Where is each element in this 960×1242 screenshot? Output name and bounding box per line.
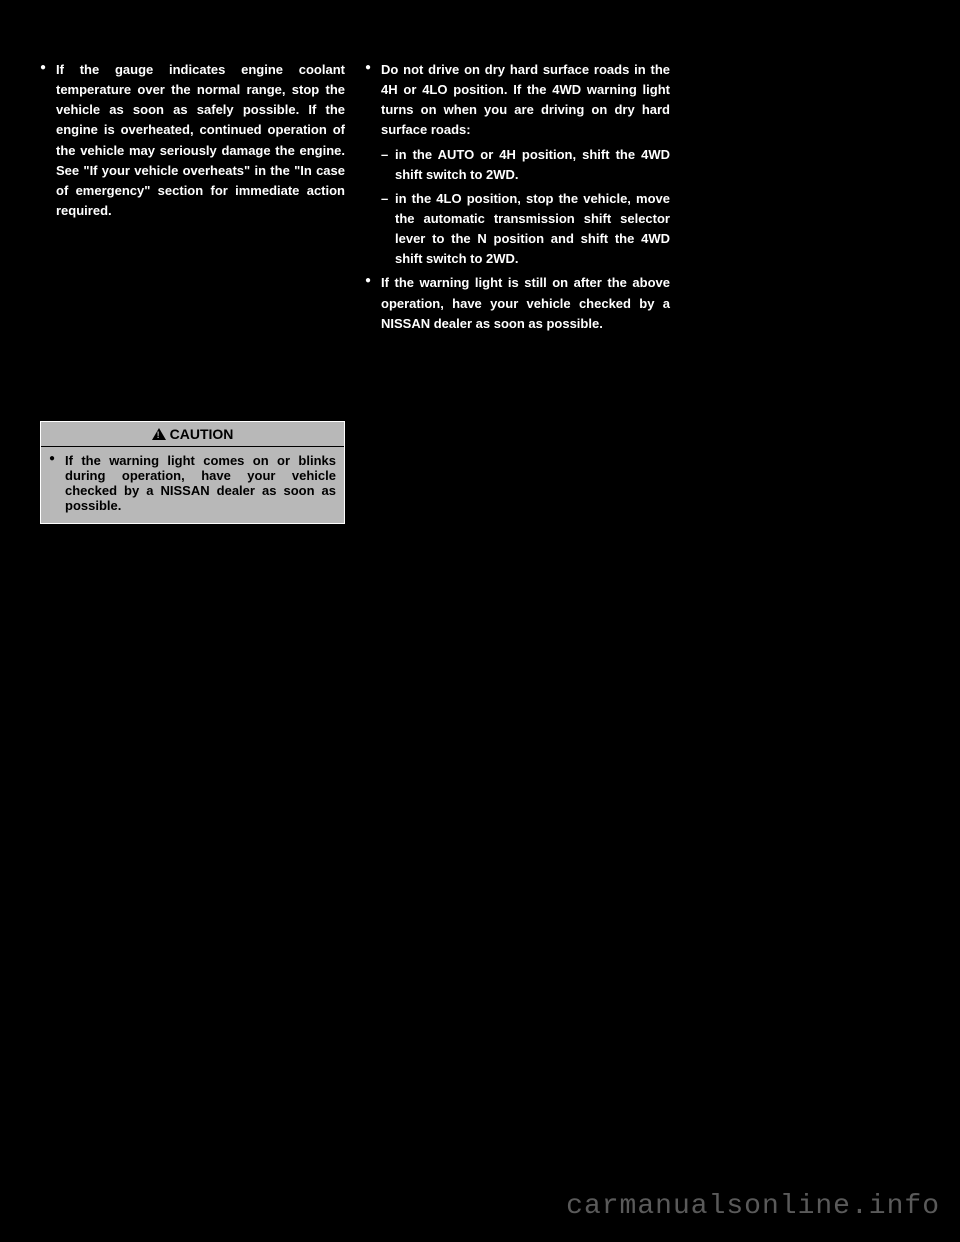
watermark: carmanualsonline.info: [566, 1191, 940, 1222]
warning-item-4wd-lead: Do not drive on dry hard surface roads i…: [365, 60, 670, 269]
warning-box-coolant: If the gauge indicates engine coolant te…: [40, 60, 345, 221]
caution-item: If the warning light comes on or blinks …: [49, 453, 336, 513]
caution-body: If the warning light comes on or blinks …: [41, 447, 344, 523]
caution-label: CAUTION: [170, 426, 234, 442]
warning-triangle-icon: [152, 428, 166, 440]
column-left: If the gauge indicates engine coolant te…: [40, 60, 345, 524]
column-right: Do not drive on dry hard surface roads i…: [365, 60, 670, 524]
warning-subitem-auto4h: in the AUTO or 4H position, shift the 4W…: [381, 145, 670, 185]
caution-header: CAUTION: [41, 422, 344, 447]
warning-box-4wd: Do not drive on dry hard surface roads i…: [365, 60, 670, 334]
warning-item-coolant: If the gauge indicates engine coolant te…: [40, 60, 345, 221]
warning-item-4wd-lead-text: Do not drive on dry hard surface roads i…: [381, 62, 670, 137]
page-content: If the gauge indicates engine coolant te…: [0, 0, 960, 564]
caution-box: CAUTION If the warning light comes on or…: [40, 421, 345, 524]
warning-item-stillon: If the warning light is still on after t…: [365, 273, 670, 333]
warning-subitem-4lo: in the 4LO position, stop the vehicle, m…: [381, 189, 670, 270]
